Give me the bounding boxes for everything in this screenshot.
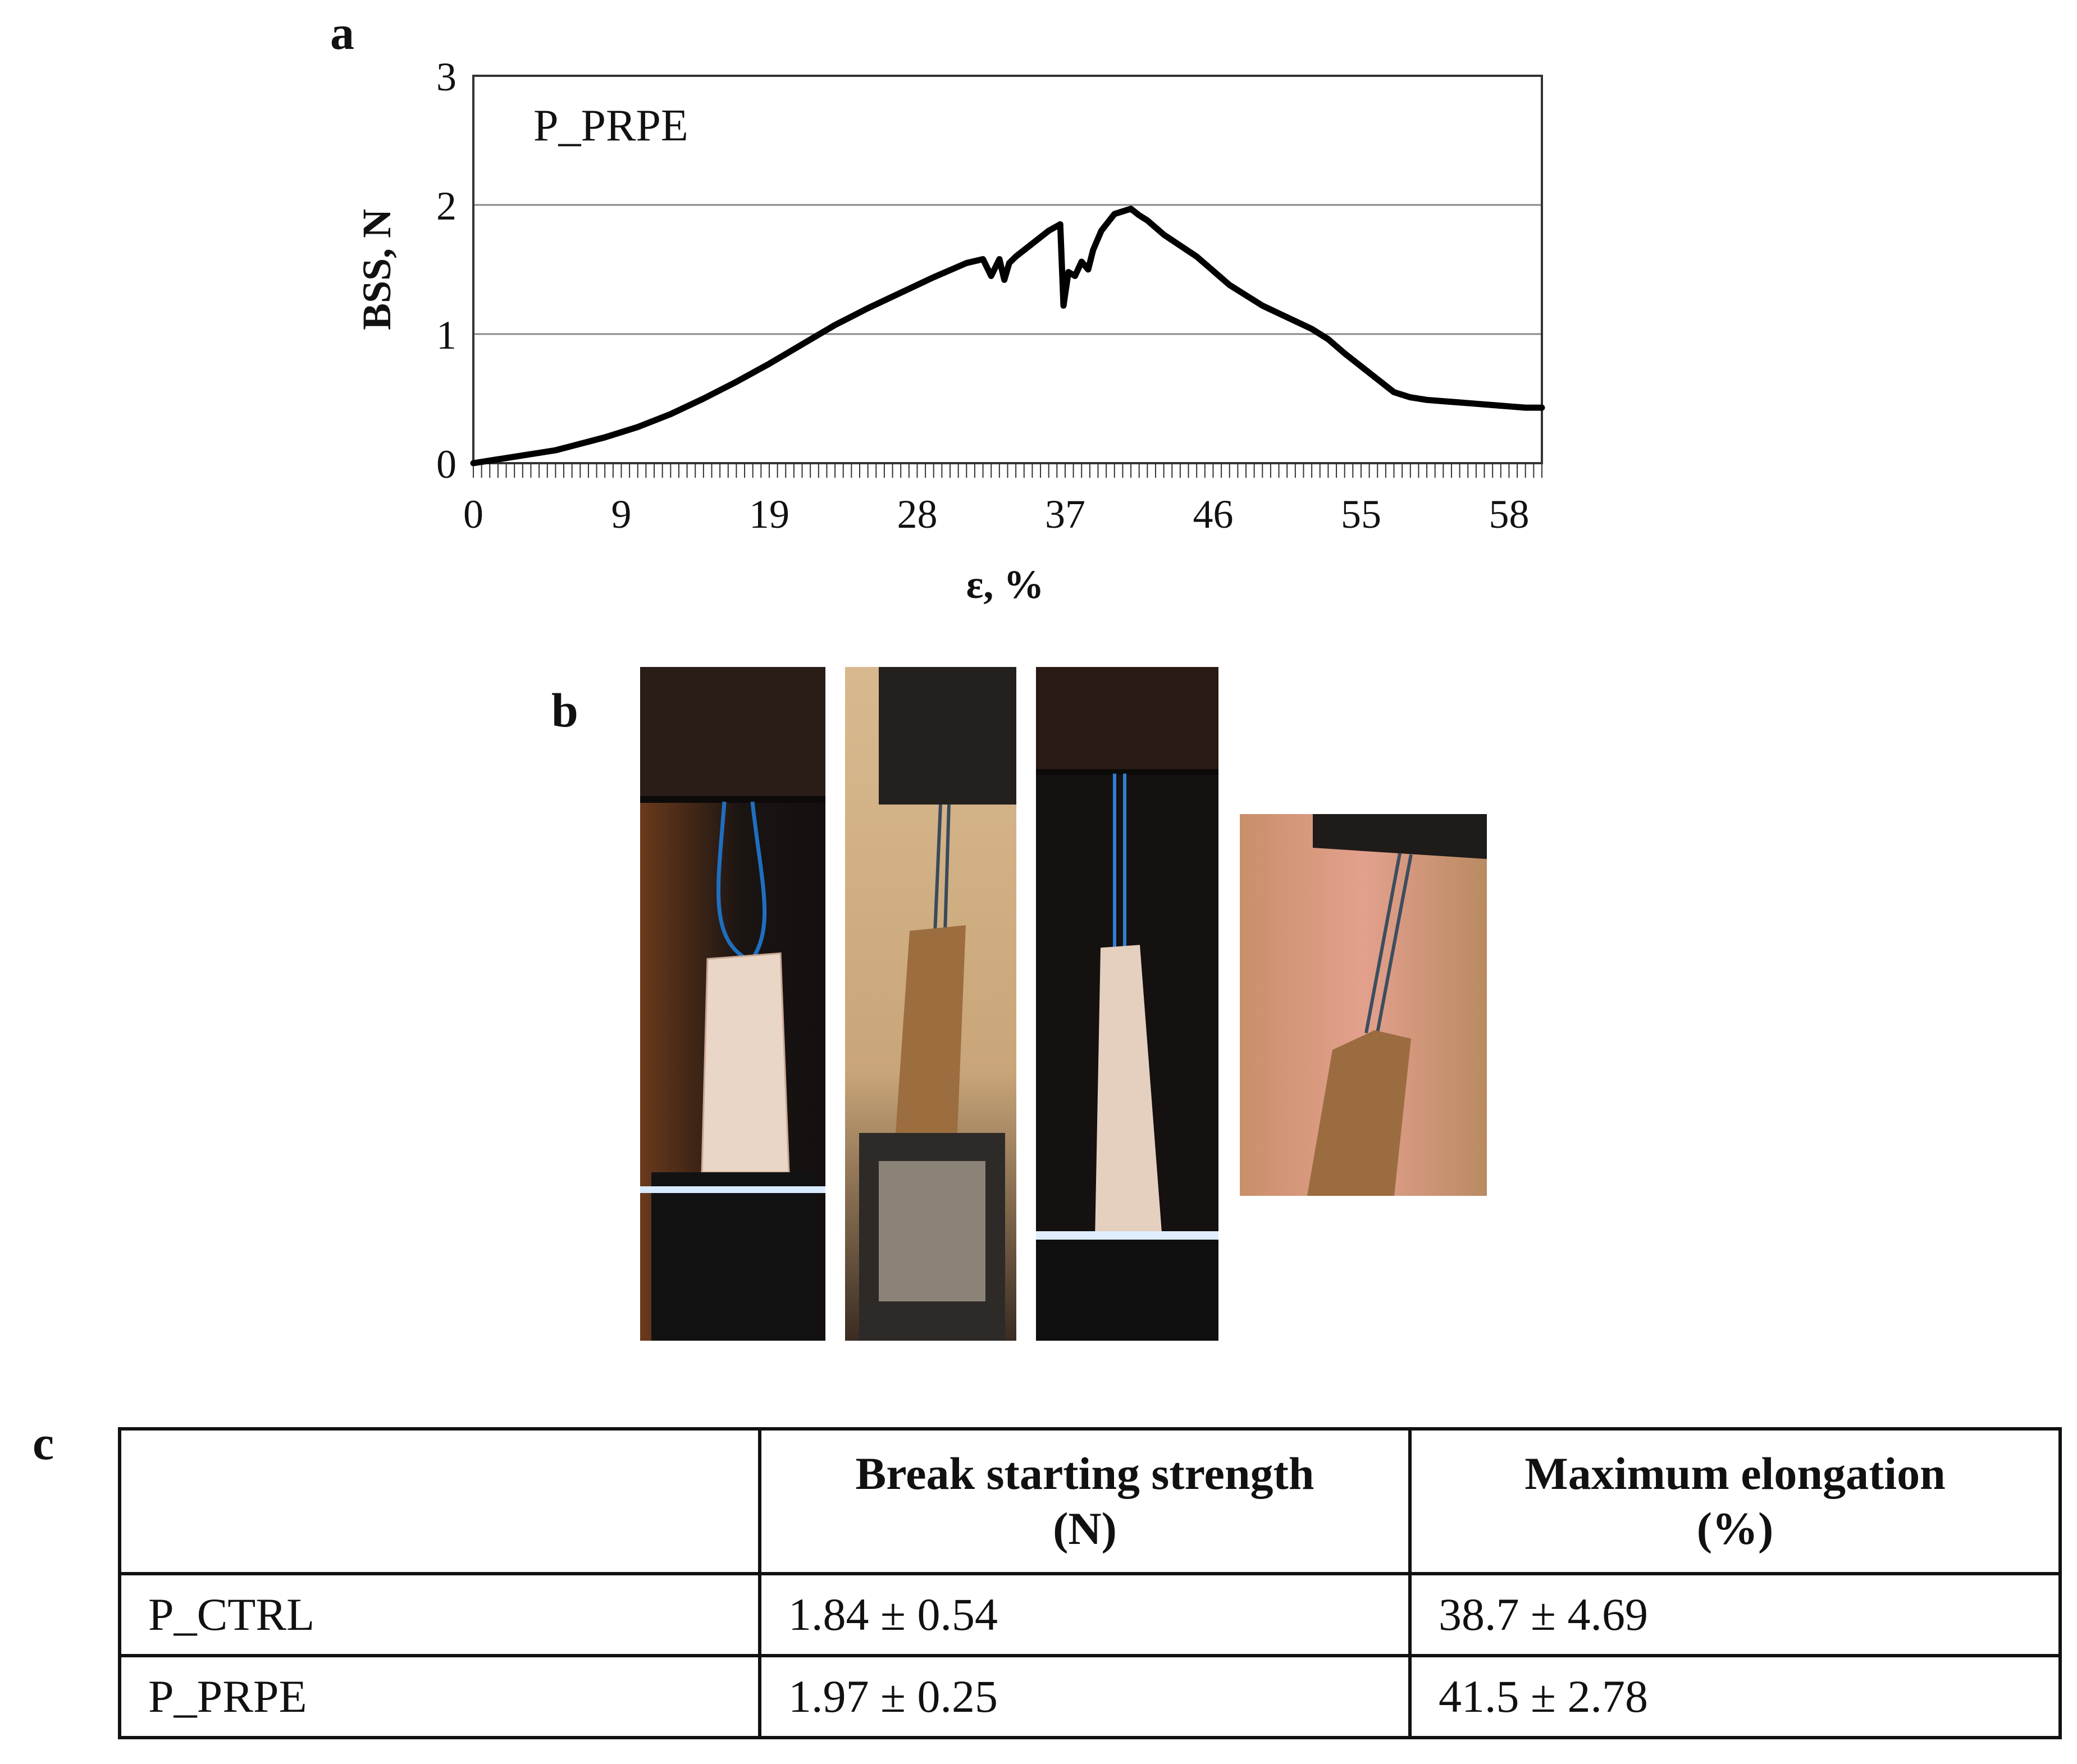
row-label-p-prpe: P_PRPE <box>118 1654 761 1739</box>
header-max-elongation-title: Maximum elongation <box>1524 1448 1946 1499</box>
chart-annotation: P_PRPE <box>533 101 688 150</box>
specimen-ctrl-photo <box>640 667 825 1341</box>
header-cell-empty <box>118 1427 761 1575</box>
x-tick-label: 55 <box>1341 492 1381 537</box>
panel-label-b: b <box>551 683 578 737</box>
x-tick-label: 0 <box>463 492 483 537</box>
x-minor-ticks <box>473 463 1542 478</box>
series-group <box>470 205 1545 467</box>
row-label-p-ctrl: P_CTRL <box>118 1572 761 1657</box>
panel-label-a: a <box>330 6 354 60</box>
x-tick-label: 58 <box>1489 492 1529 537</box>
y-tick-label: 3 <box>436 54 457 99</box>
panel-label-c: c <box>33 1416 54 1470</box>
table-row: P_PRPE 1.97 ± 0.25 41.5 ± 2.78 <box>118 1654 2062 1739</box>
cell-ctrl-max-elongation: 38.7 ± 4.69 <box>1408 1572 2062 1657</box>
y-tick-label: 0 <box>436 442 457 487</box>
cell-ctrl-break-strength: 1.84 ± 0.54 <box>758 1572 1412 1657</box>
line-chart: 0 1 2 3 0 9 19 28 37 46 55 58 P_PRPE ε, % BSS, N <box>354 54 1545 607</box>
header-break-strength-unit: (N) <box>1053 1503 1117 1554</box>
grid-lines <box>473 204 1542 335</box>
header-cell-break-strength: Break starting strength (N) <box>758 1427 1412 1575</box>
series-line <box>470 205 1545 467</box>
x-tick-label: 19 <box>749 492 789 537</box>
y-axis-label: BSS, N <box>354 209 399 330</box>
x-tick-label: 28 <box>897 492 937 537</box>
x-tick-label: 9 <box>611 492 631 537</box>
specimen-ctrl-stretched-photo <box>1036 667 1218 1341</box>
header-cell-max-elongation: Maximum elongation (%) <box>1408 1427 2062 1575</box>
header-break-strength-title: Break starting strength <box>855 1448 1314 1499</box>
specimen-prpe-photo <box>845 667 1016 1341</box>
cell-prpe-break-strength: 1.97 ± 0.25 <box>758 1654 1412 1739</box>
header-max-elongation-unit: (%) <box>1696 1503 1774 1554</box>
x-axis-label: ε, % <box>966 562 1044 607</box>
table-row: P_CTRL 1.84 ± 0.54 38.7 ± 4.69 <box>118 1572 2062 1657</box>
specimen-prpe-detail-photo <box>1240 814 1487 1196</box>
x-tick-label: 46 <box>1193 492 1233 537</box>
y-tick-label: 1 <box>436 313 457 358</box>
results-table: Break starting strength (N) Maximum elon… <box>118 1427 2062 1739</box>
y-tick-label: 2 <box>436 184 457 229</box>
x-tick-label: 37 <box>1045 492 1085 537</box>
cell-prpe-max-elongation: 41.5 ± 2.78 <box>1408 1654 2062 1739</box>
table-header-row: Break starting strength (N) Maximum elon… <box>118 1427 2062 1575</box>
